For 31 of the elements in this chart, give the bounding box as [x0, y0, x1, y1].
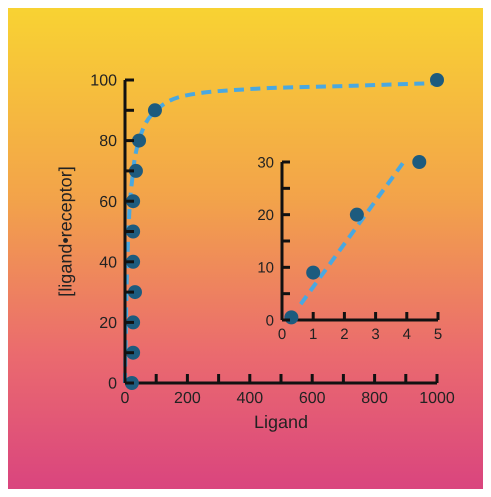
y-tick-label: 100 — [90, 72, 118, 90]
y-tick-label: 60 — [99, 194, 118, 211]
x-tick-label: 600 — [298, 390, 326, 407]
x-tick-label: 0 — [120, 390, 130, 407]
x-tick-label: 5 — [434, 326, 442, 343]
y-tick-label: 0 — [266, 312, 274, 330]
y-axis-title: [ligand•receptor] — [55, 166, 76, 297]
point — [132, 134, 146, 148]
x-tick-label: 800 — [361, 390, 388, 407]
y-tick-label: 0 — [108, 376, 118, 393]
point — [148, 103, 162, 118]
x-tick-label: 1 — [309, 326, 318, 343]
x-tick-label: 4 — [402, 326, 411, 343]
x-tick-label: 3 — [371, 326, 380, 343]
point — [430, 73, 444, 87]
y-tick-label: 80 — [99, 133, 118, 150]
x-tick-label: 0 — [278, 326, 286, 343]
point — [306, 266, 320, 280]
y-tick-label: 20 — [257, 206, 274, 224]
y-tick-label: 30 — [257, 154, 274, 172]
y-tick-label: 40 — [99, 254, 118, 272]
x-tick-label: 200 — [174, 390, 201, 407]
point — [128, 164, 143, 178]
point — [350, 208, 364, 222]
x-tick-label: 1000 — [419, 390, 455, 407]
x-tick-label: 2 — [340, 326, 349, 343]
y-tick-label: 10 — [257, 260, 274, 277]
point — [412, 155, 426, 169]
x-tick-label: 400 — [236, 390, 264, 407]
x-axis-title: Ligand — [254, 412, 308, 432]
y-tick-label: 20 — [99, 315, 118, 332]
